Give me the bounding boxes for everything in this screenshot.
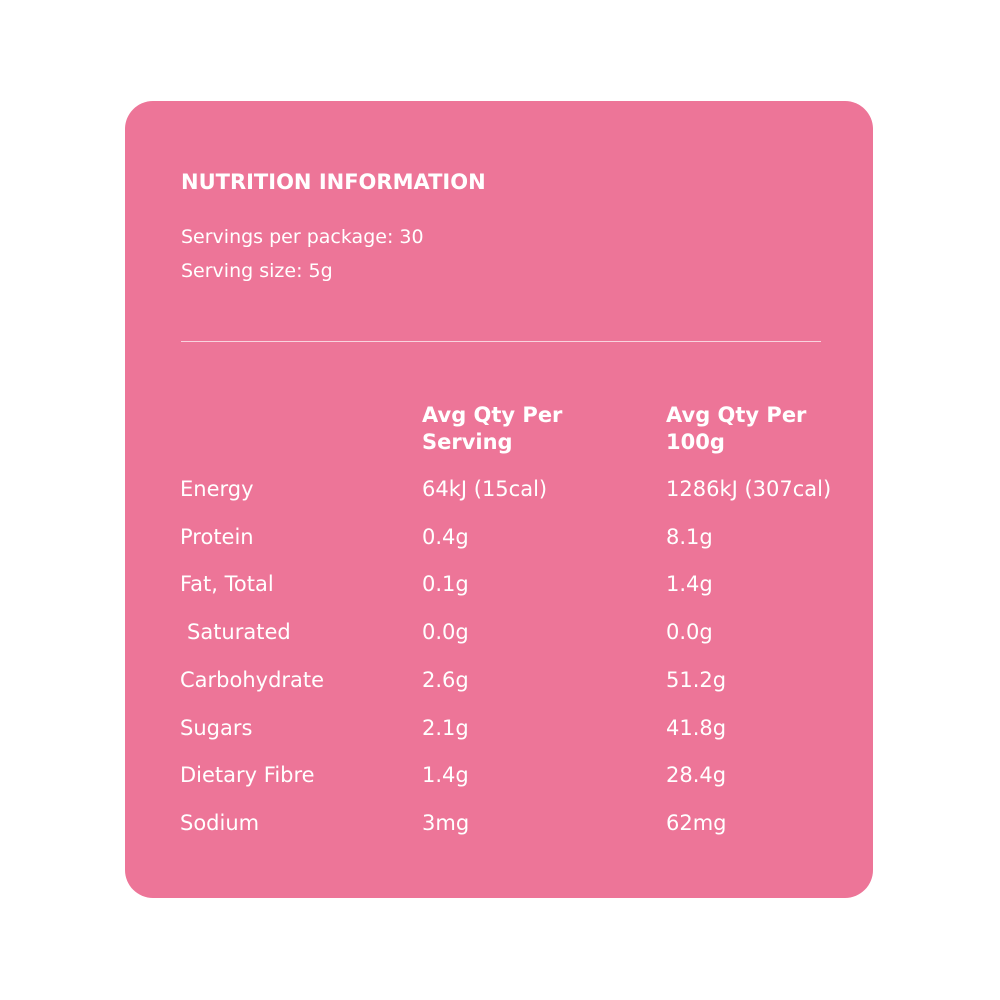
divider (181, 341, 821, 342)
nutrient-name: Carbohydrate (180, 667, 325, 692)
nutrient-name: Dietary Fibre (180, 763, 315, 788)
nutrient-name: Protein (180, 524, 254, 549)
nutrient-name: Saturated (187, 620, 291, 645)
nutrient-value: 41.8g (666, 715, 727, 740)
nutrient-value: 2.6g (422, 667, 469, 692)
nutrient-name: Sodium (180, 810, 260, 835)
nutrient-value: 0.0g (666, 620, 713, 645)
nutrient-value: 1.4g (422, 763, 469, 788)
nutrient-value: 1286kJ (307cal) (666, 477, 832, 501)
column-header: Avg Qty Per Serving (422, 403, 563, 454)
nutrient-value: 64kJ (15cal) (422, 477, 548, 501)
servings-per-package: Servings per package: 30 (181, 226, 424, 248)
serving-size: Serving size: 5g (181, 260, 333, 282)
nutrient-value: 2.1g (422, 715, 469, 740)
nutrient-value: 0.0g (422, 620, 469, 645)
nutrient-name: Energy (180, 477, 254, 501)
nutrient-value: 62mg (666, 810, 727, 835)
nutrition-card (125, 101, 873, 898)
nutrient-value: 8.1g (666, 524, 713, 549)
nutrient-name: Fat, Total (180, 572, 274, 597)
nutrient-value: 1.4g (666, 572, 713, 597)
nutrient-value: 3mg (422, 810, 470, 835)
nutrient-value: 28.4g (666, 763, 727, 788)
title: NUTRITION INFORMATION (181, 170, 486, 194)
column-header: Avg Qty Per 100g (666, 403, 807, 454)
nutrient-value: 0.1g (422, 572, 469, 597)
nutrient-value: 0.4g (422, 524, 469, 549)
nutrient-name: Sugars (180, 715, 253, 740)
nutrient-value: 51.2g (666, 667, 727, 692)
